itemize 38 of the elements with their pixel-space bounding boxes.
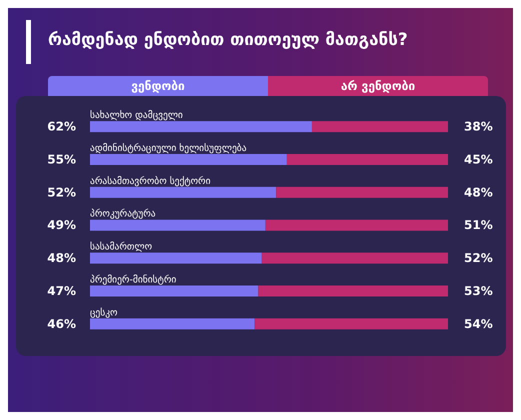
data-label: 52% bbox=[464, 251, 493, 266]
y-tick-label: სახალხო დამცველი bbox=[90, 110, 183, 122]
bar bbox=[90, 220, 266, 231]
data-label: 46% bbox=[47, 316, 76, 331]
bar bbox=[258, 285, 448, 296]
text: ვენდობი bbox=[48, 76, 268, 96]
bar bbox=[286, 154, 448, 166]
data-label: 47% bbox=[47, 284, 76, 298]
data-label: 55% bbox=[47, 152, 76, 167]
bar bbox=[276, 186, 448, 198]
y-tick-label: არასამთავრობო სექტორი bbox=[90, 176, 211, 187]
text: არ ვენდობი bbox=[268, 76, 488, 96]
data-label: 54% bbox=[464, 316, 493, 331]
y-tick-label: პრემიერ-მინისტრი bbox=[90, 274, 176, 286]
y-tick-label: ცესკო bbox=[90, 307, 118, 318]
data-label: 48% bbox=[464, 185, 493, 200]
y-tick-label: პროკურატურა bbox=[90, 208, 156, 220]
data-label: 48% bbox=[47, 251, 76, 266]
bar bbox=[265, 220, 448, 231]
bar bbox=[90, 285, 258, 296]
bar bbox=[90, 318, 255, 330]
data-label: 49% bbox=[47, 218, 76, 232]
data-label: 45% bbox=[464, 152, 493, 167]
bar bbox=[312, 121, 448, 132]
y-tick-label: სასამართლო bbox=[90, 242, 152, 253]
bar bbox=[90, 154, 287, 166]
data-label: 53% bbox=[464, 284, 493, 298]
bar bbox=[262, 252, 448, 264]
data-label: 52% bbox=[47, 185, 76, 200]
bar bbox=[254, 318, 448, 330]
data-label: 62% bbox=[47, 120, 76, 134]
bar bbox=[90, 186, 276, 198]
bar bbox=[90, 252, 262, 264]
data-label: 38% bbox=[464, 120, 493, 134]
bar bbox=[90, 121, 312, 132]
chart-title: რამდენად ენდობით თითოეულ მათგანს? bbox=[48, 30, 408, 50]
data-label: 51% bbox=[464, 218, 493, 232]
y-tick-label: ადმინისტრაციული ხელისუფლება bbox=[90, 143, 247, 154]
